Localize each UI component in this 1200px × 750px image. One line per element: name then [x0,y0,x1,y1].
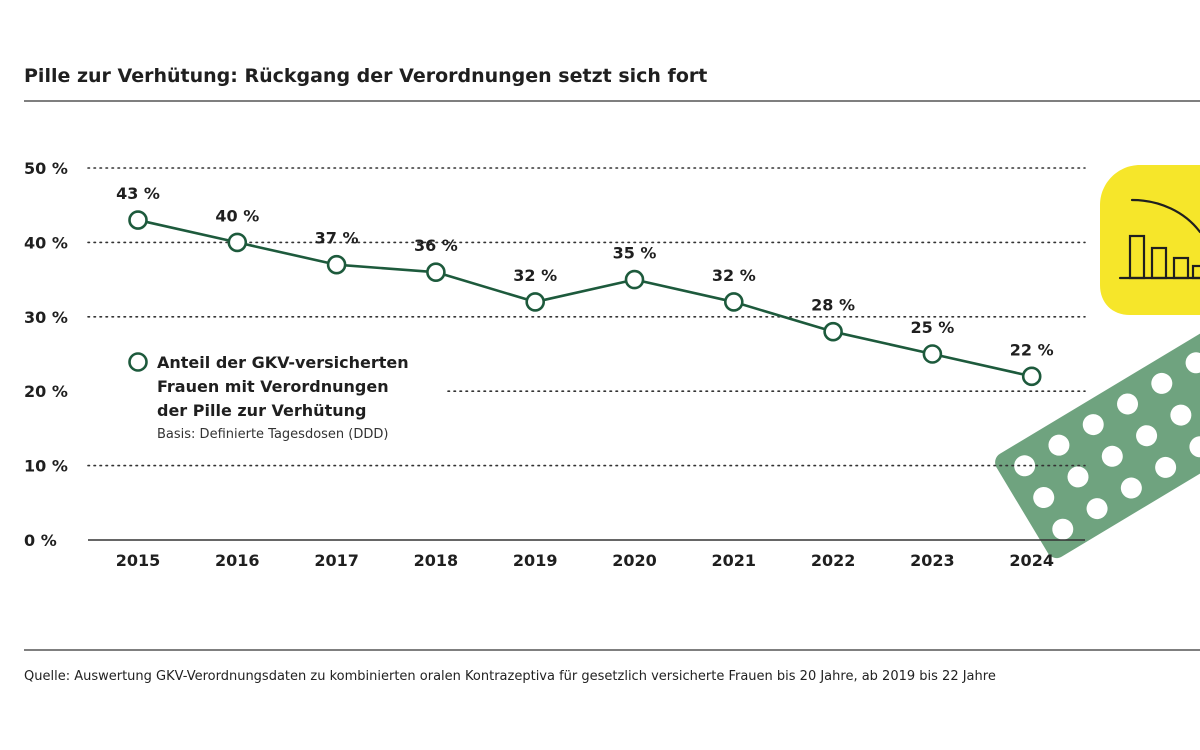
data-point [1021,366,1042,387]
pill-cavity [1117,393,1139,415]
data-point [823,321,843,342]
data-label: 32 % [712,266,756,285]
pill-cavity [1048,434,1070,456]
data-point [922,344,943,364]
data-point [128,210,148,230]
data-label: 25 % [910,318,954,337]
data-point [624,269,645,290]
data-label: 40 % [215,206,259,225]
legend-basis: Basis: Definierte Tagesdosen (DDD) [157,427,388,442]
x-tick-label: 2018 [414,551,459,570]
pill-cavity [1185,352,1200,374]
data-point [723,292,744,312]
y-tick-label: 50 % [24,159,68,178]
data-point [227,232,248,253]
pill-cavity [1155,456,1177,478]
data-labels: 43 % 40 % 37 % 36 % 32 % 35 % 32 % 28 % 25 % 22 % [116,184,1054,359]
x-tick-label: 2015 [116,551,161,570]
source-note: Quelle: Auswertung GKV-Verordnungsdaten … [24,669,996,684]
chart-title: Pille zur Verhütung: Rückgang der Verord… [24,65,707,87]
legend: Anteil der GKV-versicherten Frauen mit V… [128,352,409,442]
series-line-path [137,218,1032,378]
data-point [426,262,446,282]
data-label: 22 % [1010,340,1054,359]
data-label: 36 % [414,236,458,255]
legend-line-3: der Pille zur Verhütung [157,401,366,420]
y-tick-label: 10 % [24,457,68,476]
y-tick-label: 20 % [24,382,68,401]
pill-cavity [1136,425,1158,447]
pill-cavity [1151,372,1173,394]
x-axis: 2015 2016 2017 2018 2019 2020 2021 2022 2023 2024 [116,551,1054,570]
pill-cavity [1082,414,1104,436]
x-tick-label: 2019 [513,551,558,570]
pill-cavity [1067,466,1089,488]
y-tick-label: 0 % [24,531,57,550]
x-tick-label: 2023 [910,551,955,570]
pill-cavity [1170,404,1192,426]
y-tick-label: 30 % [24,308,68,327]
x-tick-label: 2017 [314,551,359,570]
data-label: 32 % [513,266,557,285]
data-label: 37 % [315,229,359,248]
pill-cavity [1033,487,1055,509]
grid [87,167,1086,541]
pill-cavity [1101,445,1123,467]
data-point [326,254,347,275]
blister-card [995,292,1200,559]
decoration [995,165,1200,559]
y-tick-label: 40 % [24,233,68,252]
data-label: 35 % [613,244,657,263]
data-label: 28 % [811,296,855,315]
pill-blister-icon [995,292,1200,559]
pill-cavity [1052,518,1074,540]
legend-line-2: Frauen mit Verordnungen [157,377,389,396]
x-tick-label: 2024 [1009,551,1054,570]
legend-marker [128,352,148,372]
x-tick-label: 2020 [612,551,657,570]
y-axis: 0 % 10 % 20 % 30 % 40 % 50 % [24,159,68,550]
declining-bar-chart-icon [1100,165,1200,315]
data-point [525,292,546,312]
series-line [128,210,1042,387]
pill-cavity [1120,477,1142,499]
x-tick-label: 2016 [215,551,260,570]
x-tick-label: 2021 [712,551,757,570]
pill-cavity [1086,498,1108,520]
legend-line-1: Anteil der GKV-versicherten [157,353,409,372]
data-label: 43 % [116,184,160,203]
x-tick-label: 2022 [811,551,856,570]
